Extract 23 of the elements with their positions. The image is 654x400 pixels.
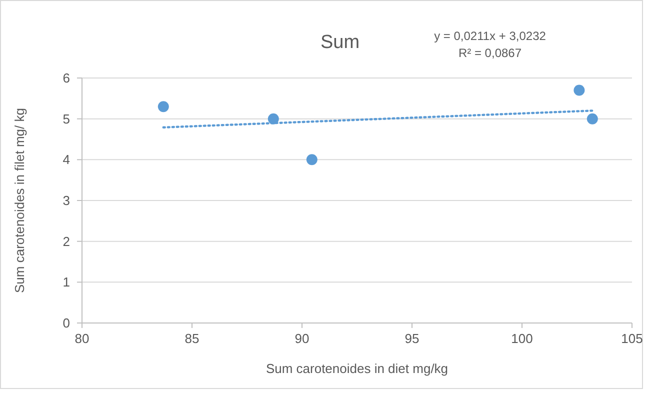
text: y = 0,0211x + 3,0232 — [434, 29, 546, 43]
y-tick-label: 4 — [62, 152, 70, 168]
y-axis-title: Sum carotenoides in filet mg/ kg — [12, 108, 27, 293]
x-tick-label: 85 — [184, 331, 200, 346]
point — [158, 101, 169, 112]
x-axis-title: Sum carotenoides in diet mg/kg — [266, 361, 448, 376]
y-tick-label: 0 — [62, 316, 70, 330]
x-tick-label: 80 — [74, 331, 90, 346]
y-tick-label: 6 — [62, 70, 70, 86]
point — [586, 113, 598, 124]
y-tick-label: 2 — [62, 234, 70, 249]
x-tick-label: 90 — [294, 331, 310, 346]
text: R² = 0,0867 — [458, 46, 522, 60]
x-tick-label: 100 — [511, 331, 533, 346]
chart-title: Sum — [320, 32, 360, 53]
x-tick-label: 95 — [404, 331, 420, 346]
y-tick-label: 5 — [62, 111, 70, 126]
point — [268, 113, 279, 124]
y-tick-label: 3 — [62, 193, 70, 208]
y-tick-label: 1 — [62, 274, 70, 290]
x-tick-label: 105 — [621, 331, 643, 346]
point — [306, 154, 318, 166]
point — [574, 84, 585, 96]
